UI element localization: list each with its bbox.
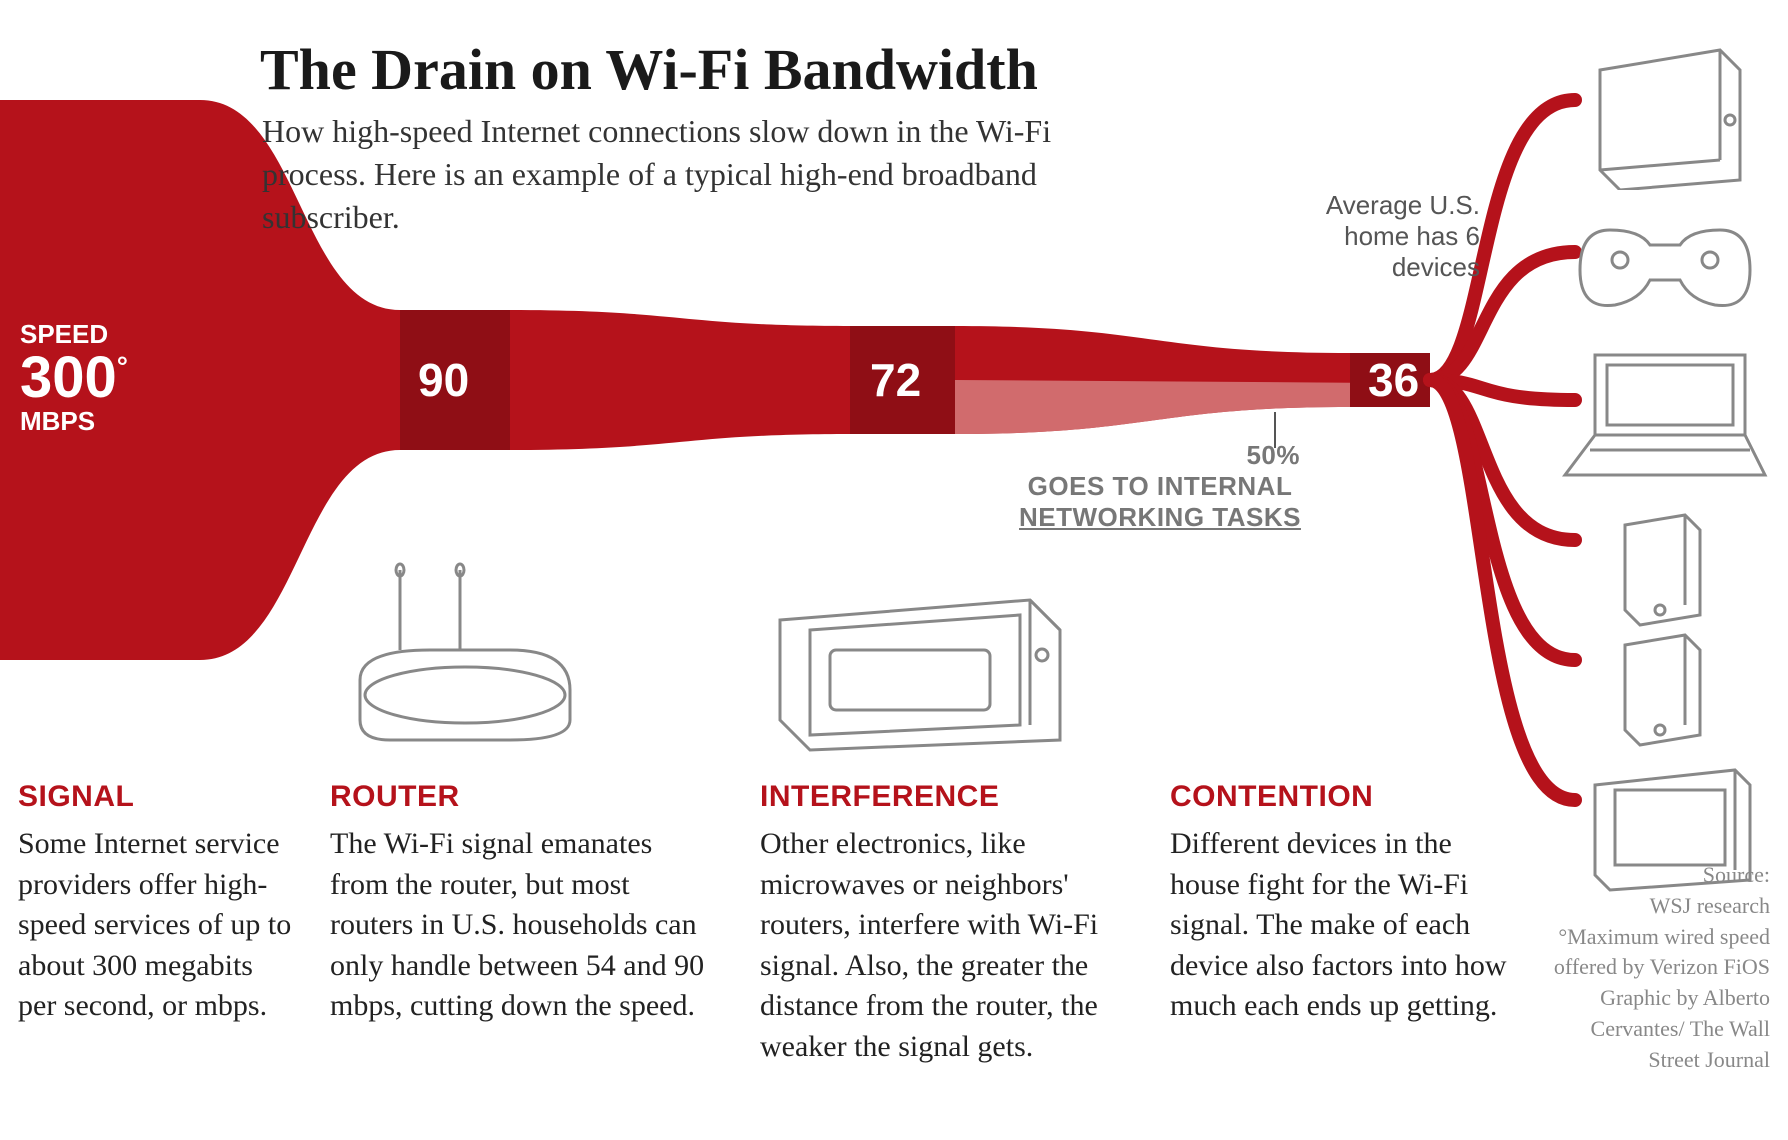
page-subtitle: How high-speed Internet connections slow… (262, 110, 1162, 240)
section-heading-interference: INTERFERENCE (760, 780, 999, 814)
phone-icon (1600, 630, 1710, 750)
gamepad-icon (1570, 210, 1760, 320)
stage-value-interference: 72 (870, 353, 921, 407)
laptop-icon (1555, 340, 1775, 490)
speed-unit: MBPS (20, 407, 128, 436)
avg-devices-annotation: Average U.S. home has 6 devices (1300, 190, 1480, 283)
speed-asterisk: ° (117, 353, 128, 381)
microwave-icon (770, 570, 1070, 760)
internal-networking-annotation: 50% GOES TO INTERNAL NETWORKING TASKS (1010, 440, 1310, 533)
section-body-contention: Different devices in the house fight for… (1170, 824, 1510, 1027)
monitor-icon (1580, 760, 1760, 900)
phone-icon (1600, 510, 1710, 630)
tablet-icon (1580, 40, 1750, 190)
router-icon (330, 560, 590, 760)
speed-value: 300 (20, 349, 117, 407)
section-body-interference: Other electronics, like microwaves or ne… (760, 824, 1140, 1067)
section-heading-contention: CONTENTION (1170, 780, 1373, 814)
infographic-canvas: The Drain on Wi-Fi Bandwidth How high-sp… (0, 0, 1788, 1140)
section-body-signal: Some Internet service providers offer hi… (18, 824, 298, 1027)
stage-value-contention: 36 (1368, 353, 1419, 407)
page-title: The Drain on Wi-Fi Bandwidth (260, 36, 1038, 103)
stage-value-router: 90 (418, 353, 469, 407)
speed-label: SPEED 300 ° MBPS (20, 320, 128, 435)
section-heading-router: ROUTER (330, 780, 460, 814)
section-heading-signal: SIGNAL (18, 780, 134, 814)
section-body-router: The Wi-Fi signal emanates from the route… (330, 824, 710, 1027)
